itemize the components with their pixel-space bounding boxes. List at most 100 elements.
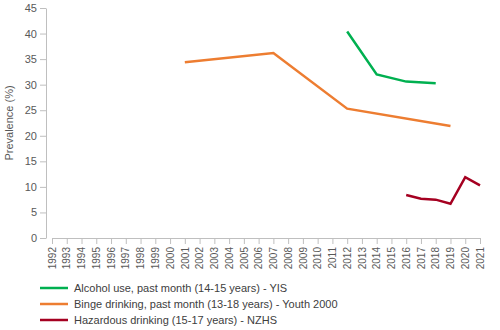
series-line (406, 177, 480, 204)
x-tick-mark (185, 238, 186, 244)
series-line (347, 32, 436, 84)
y-tick-label: 30 (25, 79, 37, 91)
x-tick-mark (465, 238, 466, 244)
chart: 0510152025303540451992199319941995199619… (0, 0, 500, 330)
x-tick: 1996 (106, 238, 117, 269)
y-tick-label: 25 (25, 104, 37, 116)
x-tick-label: 2007 (268, 247, 279, 270)
y-tick: 10 (25, 181, 46, 193)
x-tick-label: 2010 (312, 247, 323, 270)
x-tick-label: 2021 (475, 247, 486, 270)
legend-swatch (40, 319, 68, 322)
y-tick: 45 (25, 2, 46, 14)
y-tick: 5 (31, 206, 46, 218)
y-tick-mark (40, 59, 46, 60)
x-tick-label: 1999 (150, 247, 161, 270)
x-tick: 2018 (430, 238, 441, 269)
x-tick-mark (170, 238, 171, 244)
y-tick-label: 45 (25, 2, 37, 14)
legend-item: Hazardous drinking (15-17 years) - NZHS (40, 314, 277, 326)
x-tick-mark (450, 238, 451, 244)
x-tick-label: 2019 (445, 247, 456, 270)
series-line (185, 53, 451, 126)
x-tick: 1997 (120, 238, 131, 269)
x-tick: 2015 (386, 238, 397, 269)
y-tick-mark (40, 136, 46, 137)
x-tick-mark (421, 238, 422, 244)
legend-item: Binge drinking, past month (13-18 years)… (40, 298, 338, 310)
y-tick-mark (40, 187, 46, 188)
y-tick: 20 (25, 130, 46, 142)
x-tick: 2017 (416, 238, 427, 269)
x-tick: 2020 (460, 238, 471, 269)
x-tick-mark (229, 238, 230, 244)
x-tick: 2003 (209, 238, 220, 269)
legend-item: Alcohol use, past month (14-15 years) - … (40, 282, 287, 294)
y-tick: 30 (25, 79, 46, 91)
x-tick-label: 2001 (180, 247, 191, 270)
x-tick-mark (332, 238, 333, 244)
x-tick-label: 1992 (47, 247, 58, 270)
y-tick-mark (40, 85, 46, 86)
y-tick-label: 20 (25, 130, 37, 142)
x-tick-label: 2003 (209, 247, 220, 270)
x-tick: 1999 (150, 238, 161, 269)
x-tick: 1994 (76, 238, 87, 269)
x-axis-line (53, 238, 481, 239)
x-tick-mark (52, 238, 53, 244)
y-tick-mark (40, 238, 46, 239)
y-tick: 25 (25, 104, 46, 116)
x-tick-mark (259, 238, 260, 244)
x-tick-label: 2013 (357, 247, 368, 270)
x-tick-mark (96, 238, 97, 244)
x-tick-label: 2011 (327, 247, 338, 269)
y-tick: 0 (31, 232, 46, 244)
x-tick-mark (244, 238, 245, 244)
x-tick-mark (141, 238, 142, 244)
x-tick-mark (126, 238, 127, 244)
x-tick-mark (155, 238, 156, 244)
x-tick-label: 2017 (416, 247, 427, 270)
legend-label: Hazardous drinking (15-17 years) - NZHS (74, 314, 277, 326)
x-tick-mark (288, 238, 289, 244)
y-tick-label: 40 (25, 28, 37, 40)
x-tick-mark (406, 238, 407, 244)
x-tick: 2009 (298, 238, 309, 269)
legend-label: Binge drinking, past month (13-18 years)… (74, 298, 338, 310)
x-tick-mark (111, 238, 112, 244)
series-group (185, 32, 480, 204)
y-tick-label: 35 (25, 53, 37, 65)
x-tick: 2014 (371, 238, 382, 269)
x-tick-label: 1997 (120, 247, 131, 270)
y-axis-line (46, 9, 47, 239)
y-tick-mark (40, 161, 46, 162)
y-axis: 0 5 10 15 20 25 30 35 40 45 (25, 2, 47, 244)
y-tick: 15 (25, 155, 46, 167)
x-tick-label: 1995 (91, 247, 102, 270)
x-tick: 2013 (357, 238, 368, 269)
legend-swatch (40, 287, 68, 290)
x-tick-mark (480, 238, 481, 244)
x-tick-label: 1993 (61, 247, 72, 270)
y-tick-label: 5 (31, 206, 37, 218)
x-tick-mark (391, 238, 392, 244)
x-tick-label: 2008 (283, 247, 294, 270)
y-tick: 35 (25, 53, 46, 65)
x-tick: 2008 (283, 238, 294, 269)
y-tick-label: 15 (25, 155, 37, 167)
x-tick: 2011 (327, 238, 338, 269)
x-tick-mark (318, 238, 319, 244)
x-tick: 2002 (194, 238, 205, 269)
x-tick: 2005 (239, 238, 250, 269)
x-tick-mark (82, 238, 83, 244)
x-tick-label: 2014 (371, 247, 382, 270)
x-tick: 1998 (135, 238, 146, 269)
legend-swatch (40, 303, 68, 306)
x-tick-label: 2000 (165, 247, 176, 270)
x-tick-label: 2020 (460, 247, 471, 270)
x-tick-mark (273, 238, 274, 244)
x-tick-label: 1996 (106, 247, 117, 270)
x-tick-label: 2004 (224, 247, 235, 270)
x-tick: 2007 (268, 238, 279, 269)
y-axis-title: Prevalence (%) (3, 85, 15, 160)
